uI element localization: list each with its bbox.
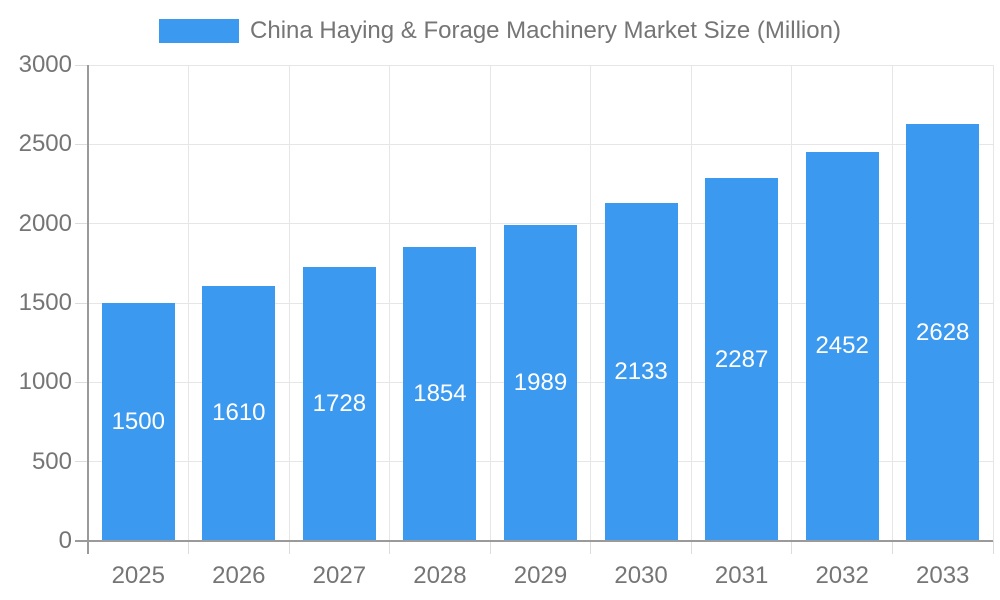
- bar-value-label: 2287: [714, 345, 769, 373]
- legend-swatch: [159, 19, 240, 43]
- x-axis-tick: [992, 541, 994, 554]
- gridline-vertical: [188, 65, 190, 541]
- bar-value-label: 1989: [513, 369, 568, 397]
- y-axis-tick: [75, 302, 88, 304]
- bar-value-label: 1854: [413, 379, 467, 407]
- x-axis-tick-label: 2032: [815, 562, 869, 589]
- bar-value-label: 2452: [815, 332, 869, 360]
- gridline-vertical: [891, 65, 893, 541]
- gridline-vertical: [690, 65, 692, 541]
- x-axis-line: [75, 540, 993, 542]
- x-axis-tick: [590, 541, 592, 554]
- y-axis-tick: [75, 64, 88, 66]
- y-axis-tick: [75, 143, 88, 145]
- x-axis-tick: [188, 541, 190, 554]
- y-axis-tick: [75, 223, 88, 225]
- bar-value-label: 2628: [916, 318, 970, 346]
- y-axis-tick-label: 1000: [18, 368, 72, 396]
- y-axis-tick: [75, 381, 88, 383]
- y-axis-tick-label: 3000: [18, 51, 72, 78]
- bar: [604, 202, 678, 541]
- bar: [202, 285, 276, 541]
- legend-label: China Haying & Forage Machinery Market S…: [250, 17, 841, 44]
- x-axis-tick-label: 2026: [212, 562, 266, 589]
- gridline-horizontal: [88, 143, 993, 145]
- x-axis-tick: [288, 541, 290, 554]
- x-axis-tick: [690, 541, 692, 554]
- gridline-horizontal: [88, 64, 993, 66]
- gridline-vertical: [489, 65, 491, 541]
- bar: [302, 266, 376, 541]
- bar-value-label: 2133: [614, 357, 668, 385]
- x-axis-tick: [791, 541, 793, 554]
- y-axis-tick-label: 2500: [18, 130, 72, 158]
- bar: [705, 178, 779, 541]
- legend[interactable]: China Haying & Forage Machinery Market S…: [0, 17, 1000, 45]
- y-axis-tick: [75, 461, 88, 463]
- x-axis-tick: [489, 541, 491, 554]
- x-axis-tick-label: 2025: [111, 562, 165, 589]
- bar-value-label: 1728: [312, 389, 367, 417]
- y-axis-line: [86, 65, 89, 554]
- gridline-vertical: [590, 65, 592, 541]
- gridline-vertical: [288, 65, 290, 541]
- gridline-vertical: [791, 65, 793, 541]
- bar: [101, 303, 175, 541]
- bar-value-label: 1500: [111, 408, 165, 435]
- y-axis-tick-label: 2000: [18, 209, 72, 237]
- y-axis-tick-label: 1500: [18, 289, 72, 316]
- y-axis-tick-label: 500: [31, 447, 72, 475]
- bar: [403, 246, 477, 541]
- x-axis-tick-label: 2031: [714, 562, 769, 589]
- x-axis-tick-label: 2029: [513, 562, 568, 589]
- x-axis-tick: [389, 541, 391, 554]
- bar: [504, 225, 577, 541]
- bar-value-label: 1610: [212, 399, 266, 427]
- y-axis-tick-label: 0: [58, 527, 72, 554]
- gridline-vertical: [992, 65, 994, 541]
- x-axis-tick-label: 2030: [614, 562, 668, 589]
- x-axis-tick: [891, 541, 893, 554]
- gridline-vertical: [389, 65, 391, 541]
- bar: [805, 151, 879, 541]
- x-axis-tick-label: 2028: [413, 562, 467, 589]
- x-axis-tick-label: 2033: [916, 562, 970, 589]
- bar: [906, 124, 980, 541]
- x-axis-tick-label: 2027: [312, 562, 367, 589]
- gridline-horizontal: [88, 223, 993, 225]
